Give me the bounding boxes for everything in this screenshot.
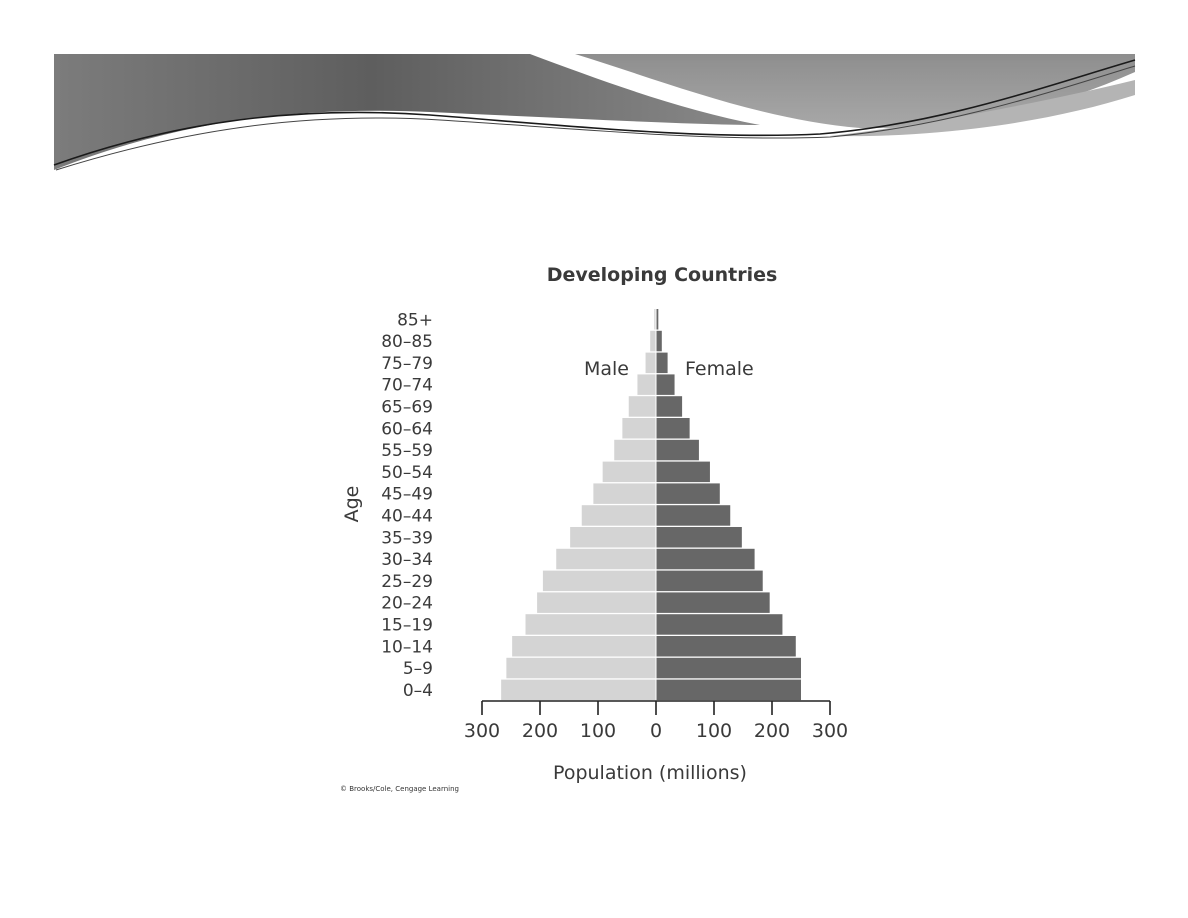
bar-male-3 — [637, 374, 656, 395]
x-axis: 300 200 100 0 100 200 300 — [464, 700, 848, 742]
x-tick-label-6: 300 — [812, 720, 848, 742]
bar-male-9 — [581, 505, 656, 526]
x-tick-label-2: 100 — [580, 720, 616, 742]
bar-female-11 — [656, 548, 755, 570]
banner-wave-right — [575, 54, 1135, 129]
banner-curve-line — [53, 59, 1136, 166]
chart-title: Developing Countries — [547, 264, 778, 286]
bar-male-7 — [602, 461, 656, 483]
bar-female-15 — [656, 636, 796, 657]
bar-female-2 — [656, 352, 668, 374]
x-tick-label-3: 0 — [650, 720, 662, 742]
banner-wave-light — [830, 80, 1135, 137]
header-banner — [53, 54, 1136, 171]
category-label-15: 10–14 — [381, 637, 433, 657]
bar-male-1 — [650, 330, 656, 352]
bar-female-5 — [656, 418, 690, 439]
bar-male-0 — [654, 309, 656, 330]
bars-group — [501, 309, 801, 702]
bar-female-4 — [656, 396, 683, 417]
bar-female-7 — [656, 461, 710, 483]
bar-male-11 — [556, 548, 656, 570]
bar-female-10 — [656, 527, 742, 548]
bar-male-15 — [512, 636, 656, 657]
category-label-12: 25–29 — [381, 572, 433, 592]
legend-female-label: Female — [685, 358, 754, 380]
banner-curve-line-2 — [55, 65, 1136, 171]
category-label-7: 50–54 — [381, 463, 433, 483]
bar-female-12 — [656, 570, 763, 592]
category-label-16: 5–9 — [403, 659, 433, 679]
category-label-13: 20–24 — [381, 594, 433, 614]
bar-male-12 — [542, 570, 656, 592]
category-label-0: 85+ — [397, 310, 433, 330]
bar-female-1 — [656, 330, 662, 352]
bar-female-6 — [656, 439, 699, 461]
category-label-5: 60–64 — [381, 419, 433, 439]
category-labels: 85+80–8575–7970–7465–6960–6455–5950–5445… — [381, 310, 433, 701]
bar-female-3 — [656, 374, 675, 395]
category-label-1: 80–85 — [381, 332, 433, 352]
bar-female-0 — [656, 309, 659, 330]
bar-male-8 — [593, 483, 656, 504]
category-label-6: 55–59 — [381, 441, 433, 461]
bar-female-16 — [656, 657, 801, 679]
bar-male-16 — [506, 657, 656, 679]
bar-male-6 — [614, 439, 656, 461]
banner-wave-dark — [54, 54, 760, 170]
bar-female-8 — [656, 483, 720, 504]
bar-male-2 — [645, 352, 656, 374]
category-label-2: 75–79 — [381, 354, 433, 374]
legend-male-label: Male — [584, 358, 629, 380]
bar-male-4 — [628, 396, 656, 417]
category-label-8: 45–49 — [381, 485, 433, 505]
bar-female-17 — [656, 679, 801, 701]
category-label-3: 70–74 — [381, 376, 433, 396]
category-label-11: 30–34 — [381, 550, 433, 570]
x-tick-label-0: 300 — [464, 720, 500, 742]
x-tick-label-4: 100 — [696, 720, 732, 742]
y-axis-title: Age — [341, 486, 363, 523]
copyright-credit: © Brooks/Cole, Cengage Learning — [340, 785, 459, 793]
bar-male-10 — [570, 527, 656, 548]
bar-male-17 — [501, 679, 656, 701]
bar-female-14 — [656, 614, 783, 635]
category-label-4: 65–69 — [381, 397, 433, 417]
bar-female-9 — [656, 505, 731, 526]
bar-female-13 — [656, 592, 770, 613]
bar-male-5 — [622, 418, 656, 439]
x-axis-title: Population (millions) — [553, 762, 747, 784]
x-tick-label-1: 200 — [522, 720, 558, 742]
category-label-10: 35–39 — [381, 528, 433, 548]
category-label-9: 40–44 — [381, 506, 433, 526]
bar-male-13 — [537, 592, 656, 613]
x-tick-label-5: 200 — [754, 720, 790, 742]
category-label-17: 0–4 — [403, 681, 433, 701]
bar-male-14 — [525, 614, 656, 635]
category-label-14: 15–19 — [381, 615, 433, 635]
